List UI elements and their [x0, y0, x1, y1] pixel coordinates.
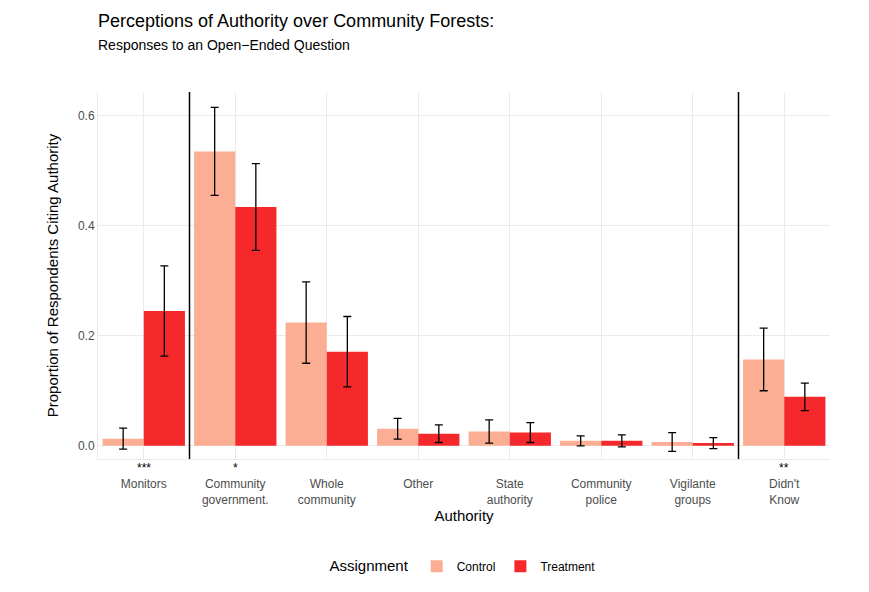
svg-text:Communitypolice: Communitypolice	[571, 477, 632, 507]
svg-text:0.0: 0.0	[78, 439, 95, 453]
svg-text:Vigilantegroups: Vigilantegroups	[670, 477, 716, 507]
svg-text:Proportion of Respondents Citi: Proportion of Respondents Citing Authori…	[44, 133, 61, 417]
svg-text:Other: Other	[403, 477, 433, 491]
svg-text:Assignment: Assignment	[330, 557, 409, 574]
svg-text:*: *	[233, 461, 238, 475]
svg-text:Communitygovernment.: Communitygovernment.	[202, 477, 269, 507]
svg-text:0.6: 0.6	[78, 109, 95, 123]
svg-text:Treatment: Treatment	[540, 560, 595, 574]
svg-text:***: ***	[137, 461, 151, 475]
svg-text:0.2: 0.2	[78, 329, 95, 343]
svg-text:0.4: 0.4	[78, 219, 95, 233]
svg-text:Wholecommunity: Wholecommunity	[298, 477, 356, 507]
svg-text:Perceptions of Authority over: Perceptions of Authority over Community …	[98, 11, 494, 53]
svg-text:Stateauthority: Stateauthority	[487, 477, 533, 507]
svg-text:**: **	[779, 461, 789, 475]
svg-text:Authority: Authority	[434, 507, 494, 524]
svg-text:Didn'tKnow: Didn'tKnow	[769, 477, 800, 507]
svg-text:Control: Control	[457, 560, 496, 574]
svg-text:Monitors: Monitors	[121, 477, 167, 491]
